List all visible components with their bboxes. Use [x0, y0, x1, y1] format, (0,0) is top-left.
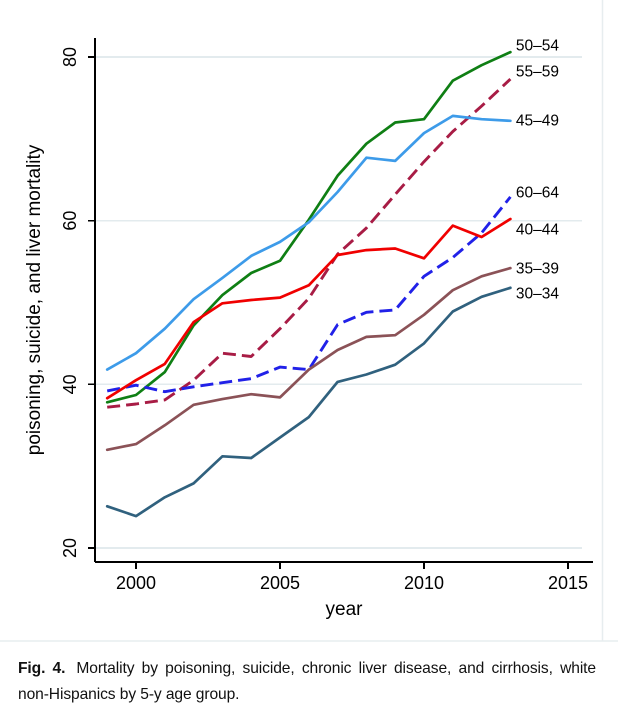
x-tick-label-2015: 2015: [548, 573, 588, 593]
x-axis-title: year: [326, 599, 364, 620]
y-tick-label-40: 40: [60, 374, 80, 394]
y-tick-label-20: 20: [60, 538, 80, 558]
series-label-35-39: 35–39: [516, 261, 559, 278]
mortality-line-chart: 20 40 60 80 2000 2005 2010 2015 50–54 55–59 45–49…: [0, 0, 618, 642]
tick-labels-layer: 20 40 60 80 2000 2005 2010 2015: [60, 47, 588, 593]
series-label-45-49: 45–49: [516, 112, 559, 129]
gridlines-layer: [96, 56, 582, 549]
series-labels-layer: 50–54 55–59 45–49 60–64 40–44 35–39 30–34: [516, 38, 559, 303]
x-tick-label-2005: 2005: [260, 573, 300, 593]
series-line-60-64: [106, 195, 512, 394]
series-line-30-34: [105, 286, 512, 518]
series-label-50-54: 50–54: [516, 38, 559, 55]
series-label-55-59: 55–59: [516, 64, 559, 81]
series-label-30-34: 30–34: [516, 285, 559, 302]
series-line-50-54: [105, 50, 512, 404]
figure-caption-label: Fig. 4.: [18, 660, 66, 677]
x-tick-label-2000: 2000: [116, 573, 156, 593]
series-layer: [105, 50, 512, 518]
series-label-40-44: 40–44: [516, 222, 559, 239]
axes-layer: [88, 38, 593, 569]
series-label-60-64: 60–64: [516, 184, 559, 201]
figure-caption: Fig. 4. Mortality by poisoning, suicide, …: [18, 656, 596, 708]
x-tick-label-2010: 2010: [404, 573, 444, 593]
series-line-55-59: [107, 78, 512, 409]
y-tick-label-60: 60: [60, 211, 80, 231]
figure-caption-text: Mortality by poisoning, suicide, chronic…: [18, 660, 596, 703]
series-line-35-39: [105, 266, 512, 452]
y-axis-title: poisoning, suicide, and liver mortality: [24, 144, 45, 455]
y-tick-label-80: 80: [60, 47, 80, 67]
series-line-40-44: [105, 217, 512, 400]
series-line-45-49: [105, 114, 512, 371]
